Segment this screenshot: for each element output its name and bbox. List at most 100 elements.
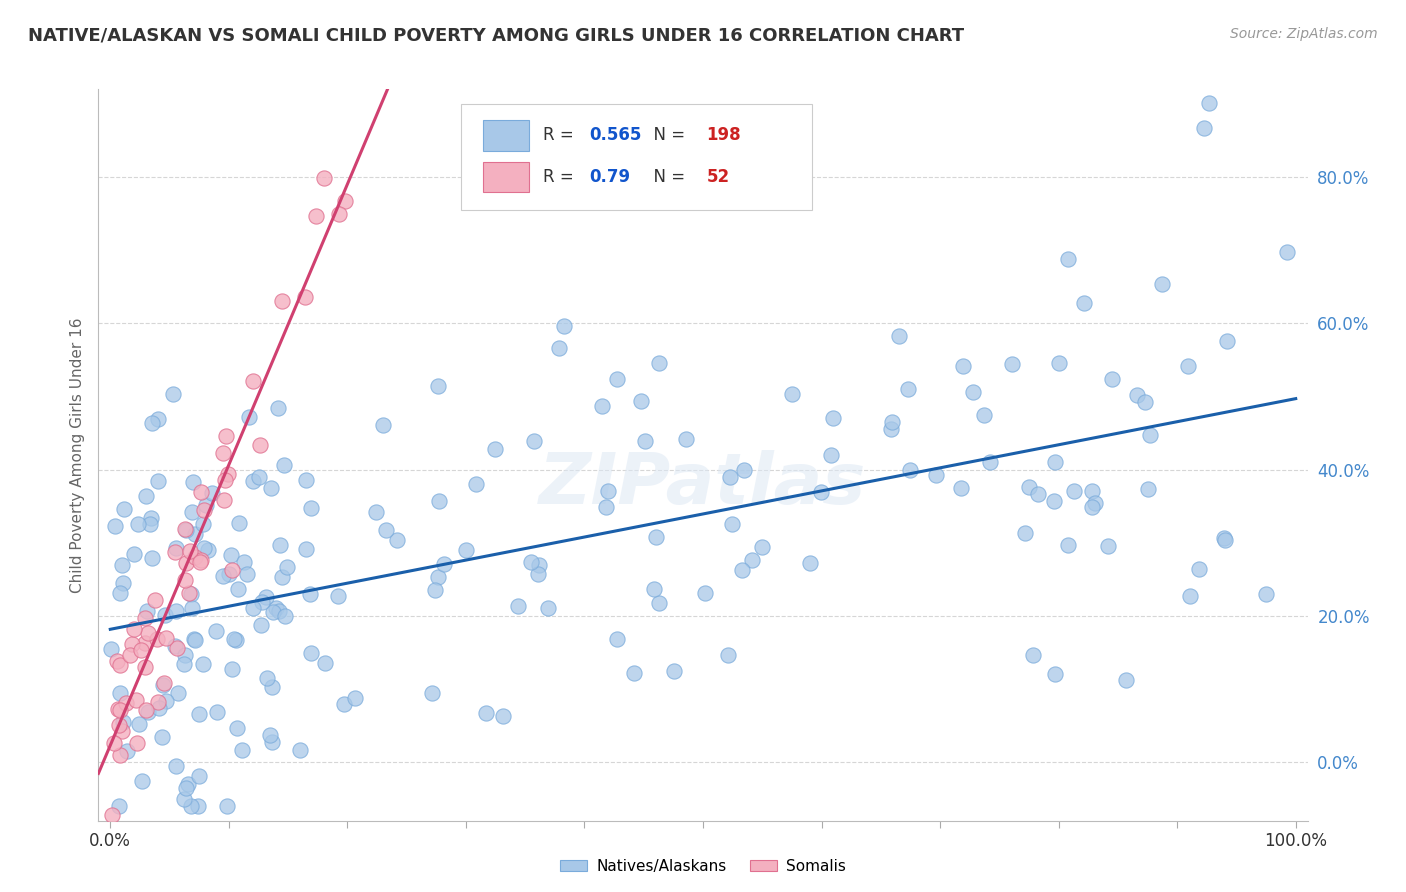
Point <box>111 558 134 572</box>
Point <box>108 748 131 763</box>
Point <box>141 550 163 565</box>
Point <box>1192 120 1215 135</box>
Point <box>242 374 264 388</box>
Point <box>427 570 450 584</box>
Point <box>295 541 318 556</box>
Point <box>127 516 149 531</box>
Point <box>298 587 321 601</box>
Point <box>591 399 613 413</box>
Point <box>249 437 271 451</box>
Point <box>328 207 350 221</box>
Point <box>165 544 187 558</box>
Point <box>333 697 356 711</box>
Point <box>174 781 197 796</box>
Point <box>1275 244 1298 259</box>
Point <box>212 446 235 460</box>
Point <box>1115 673 1137 688</box>
Point <box>166 759 188 773</box>
Point <box>114 696 136 710</box>
Point <box>1126 387 1149 401</box>
Point <box>148 474 170 488</box>
Point <box>135 489 157 503</box>
Point <box>148 701 170 715</box>
FancyBboxPatch shape <box>461 103 811 210</box>
Point <box>201 485 224 500</box>
Point <box>731 563 754 577</box>
Point <box>1057 252 1080 266</box>
Point <box>180 799 202 814</box>
Point <box>299 646 322 660</box>
Point <box>104 519 127 533</box>
Point <box>134 611 156 625</box>
Point <box>217 799 239 814</box>
Point <box>180 587 202 601</box>
Text: Source: ZipAtlas.com: Source: ZipAtlas.com <box>1230 27 1378 41</box>
Point <box>141 511 163 525</box>
Point <box>519 555 541 569</box>
Point <box>270 570 292 584</box>
Point <box>465 477 488 491</box>
Point <box>721 516 744 531</box>
Point <box>188 555 211 569</box>
Point <box>751 541 773 555</box>
Text: 0.565: 0.565 <box>589 127 641 145</box>
Point <box>314 656 336 670</box>
Point <box>1188 562 1211 576</box>
Point <box>887 328 910 343</box>
Point <box>259 728 281 742</box>
Point <box>247 470 270 484</box>
Point <box>242 475 264 489</box>
Point <box>165 541 187 556</box>
Point <box>107 718 129 732</box>
Point <box>385 533 408 548</box>
Point <box>214 474 236 488</box>
Point <box>111 714 134 729</box>
Point <box>193 502 215 516</box>
Point <box>1178 589 1201 603</box>
Point <box>105 654 128 668</box>
Point <box>1057 538 1080 552</box>
Point <box>260 680 283 694</box>
Point <box>426 378 449 392</box>
Point <box>134 660 156 674</box>
Point <box>1014 525 1036 540</box>
Point <box>343 690 366 705</box>
Point <box>193 541 215 555</box>
Point <box>1097 540 1119 554</box>
Point <box>276 560 298 574</box>
Point <box>108 703 131 717</box>
Point <box>648 356 671 370</box>
Point <box>314 171 336 186</box>
Point <box>205 705 228 719</box>
Point <box>299 501 322 516</box>
Point <box>1198 95 1220 110</box>
Point <box>1101 372 1123 386</box>
Point <box>1084 496 1107 510</box>
Point <box>179 543 201 558</box>
Point <box>1152 277 1174 292</box>
Point <box>522 434 544 448</box>
Point <box>190 553 212 567</box>
Point <box>898 463 921 477</box>
Point <box>547 341 569 355</box>
Point <box>217 467 239 481</box>
Point <box>124 622 146 636</box>
Point <box>197 543 219 558</box>
Point <box>1256 587 1278 601</box>
Point <box>952 359 974 373</box>
Point <box>131 773 153 788</box>
Point <box>527 567 550 582</box>
Text: 52: 52 <box>707 168 730 186</box>
Point <box>260 482 283 496</box>
Point <box>125 693 148 707</box>
Point <box>167 686 190 700</box>
Point <box>112 502 135 516</box>
Bar <box>482 120 529 151</box>
Point <box>273 609 295 624</box>
Point <box>717 648 740 662</box>
Point <box>174 556 197 570</box>
Point <box>111 724 134 739</box>
Point <box>962 384 984 399</box>
Point <box>695 586 717 600</box>
Point <box>896 382 918 396</box>
